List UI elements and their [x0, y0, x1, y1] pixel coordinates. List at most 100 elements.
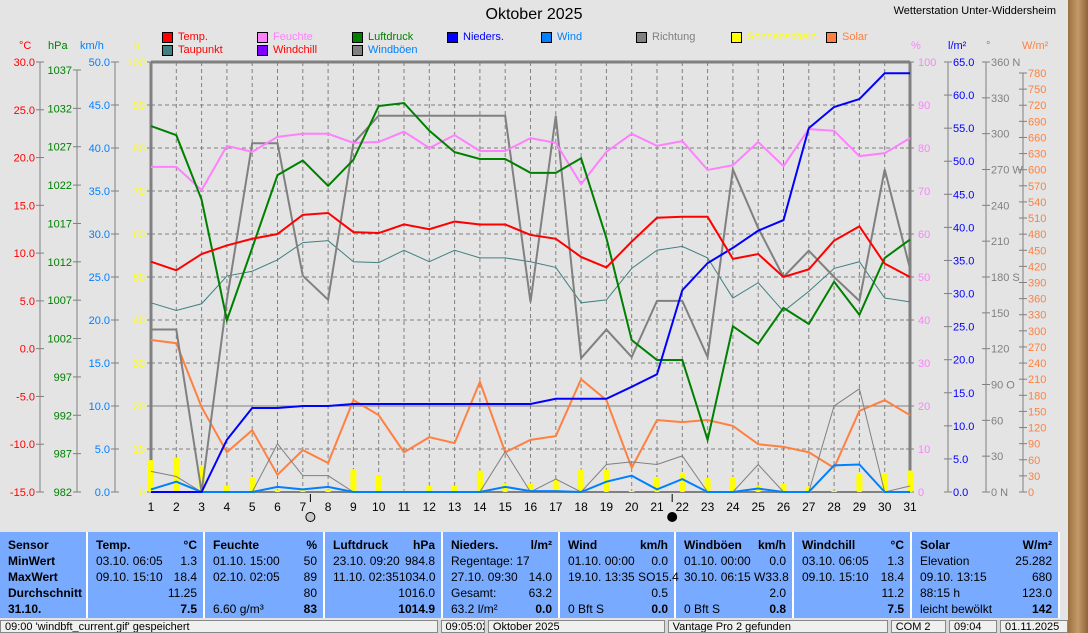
sunshine-bar: [729, 476, 736, 492]
x-tick-label: 14: [473, 500, 487, 514]
axis-tick-label-kmh: 5.0: [95, 444, 110, 456]
x-tick-label: 5: [249, 500, 256, 514]
x-tick-label: 9: [350, 500, 357, 514]
column-title: Windböen: [684, 538, 742, 552]
stats-row: MinWert: [8, 553, 80, 569]
x-tick-label: 27: [802, 500, 816, 514]
stats-row: 6.60 g/m³ 83: [213, 601, 317, 617]
axis-tick-label-deg: 300: [991, 129, 1009, 141]
sunshine-bar: [148, 460, 154, 492]
stats-value: 18.4: [173, 570, 197, 584]
x-tick-label: 10: [372, 500, 386, 514]
stats-value: 15.4: [655, 570, 679, 584]
stats-label: 6.60 g/m³: [213, 602, 264, 616]
axis-tick-label-pct: 40: [918, 315, 930, 327]
legend-label: Sonnenschein: [747, 31, 817, 43]
axis-tick-label-solar: 0: [1028, 487, 1034, 499]
stats-row: Regentage: 17: [451, 553, 552, 569]
stats-label: 03.10. 06:05: [96, 554, 163, 568]
axis-tick-label-pct: 50: [918, 272, 930, 284]
stats-row: 7.5: [802, 601, 904, 617]
legend-item: Sonnenschein: [731, 31, 817, 43]
stats-value: 123.0: [1021, 586, 1052, 600]
stats-row: 02.10. 02:05 89: [213, 569, 317, 585]
axis-tick-label-solar: 300: [1028, 326, 1046, 338]
sunshine-bar: [552, 479, 559, 492]
legend-swatch: [447, 31, 458, 43]
stats-row: 1016.0: [333, 585, 435, 601]
unit-kmh: km/h: [80, 40, 104, 52]
legend-item: Luftdruck: [352, 31, 413, 43]
stats-label: Elevation: [920, 554, 970, 568]
stats-row: 09.10. 15:10 18.4: [802, 569, 904, 585]
axis-tick-label-pct: 30: [918, 358, 930, 370]
sunshine-bar: [578, 469, 585, 492]
axis-tick-label-temp: -15.0: [10, 487, 35, 499]
stats-row: 11.2: [802, 585, 904, 601]
legend-label: Taupunkt: [178, 44, 223, 56]
stats-column: Solar W/m² Elevation 25.282 09.10. 13:15 680 8…: [912, 532, 1060, 618]
legend-label: Wind: [557, 31, 583, 43]
sunshine-bar: [350, 469, 357, 492]
stats-value: 1.3: [180, 554, 197, 568]
station-name: Wetterstation Unter-Widdersheim: [893, 5, 1056, 17]
stats-row: MaxWert: [8, 569, 80, 585]
legend-swatch: [257, 44, 268, 56]
axis-tick-label-pct: 100: [918, 57, 936, 69]
axis-tick-label-kmh: 10.0: [89, 401, 110, 413]
stats-label: 01.10. 00:00: [684, 554, 751, 568]
axis-tick-label-solar: 450: [1028, 245, 1046, 257]
stats-value: 0.0: [769, 554, 786, 568]
axis-tick-label-kmh: 50.0: [89, 57, 110, 69]
axis-tick-label-solar: 660: [1028, 132, 1046, 144]
stats-column: Windböen km/h 01.10. 00:00 0.0 30.10. 06:15 …: [676, 532, 794, 618]
legend-item: Temp.: [162, 31, 208, 43]
axis-tick-label-solar: 690: [1028, 116, 1046, 128]
axis-tick-label-solar: 600: [1028, 165, 1046, 177]
stats-label: 27.10. 09:30: [451, 570, 518, 584]
stats-value: 0.0: [651, 602, 668, 616]
stats-row: 31.10.: [8, 601, 80, 617]
axis-tick-label-kmh: 40.0: [89, 143, 110, 155]
stats-value: 25.282: [1015, 554, 1052, 568]
column-title: Luftdruck: [333, 538, 389, 552]
sunshine-bar: [299, 489, 306, 492]
sunshine-bar: [375, 475, 382, 492]
axis-tick-label-temp: -5.0: [16, 391, 35, 403]
axis-tick-label-solar: 480: [1028, 229, 1046, 241]
x-tick-label: 25: [752, 500, 766, 514]
column-title: Wind: [568, 538, 598, 552]
legend-swatch: [826, 31, 837, 43]
stats-value: 33.8: [765, 570, 789, 584]
legend-label: Windböen: [368, 44, 418, 56]
axis-tick-label-hpa: 982: [54, 487, 72, 499]
status-panel: Oktober 2025: [487, 620, 665, 633]
stats-row: 03.10. 06:05 1.3: [802, 553, 904, 569]
stats-label: 23.10. 09:20: [333, 554, 400, 568]
axis-tick-label-h: 80: [133, 143, 145, 155]
stats-label: 01.10. 00:00: [568, 554, 635, 568]
unit-temp: °C: [19, 40, 32, 52]
column-title: Sensor: [8, 538, 49, 552]
column-unit: km/h: [757, 538, 786, 552]
axis-tick-label-rain: 30.0: [953, 289, 974, 301]
axis-tick-label-kmh: 35.0: [89, 186, 110, 198]
axis-tick-label-rain: 40.0: [953, 222, 974, 234]
axis-tick-label-h: 40: [133, 315, 145, 327]
stats-value: 7.5: [180, 602, 197, 616]
legend-label: Richtung: [652, 31, 696, 43]
axis-tick-label-solar: 540: [1028, 197, 1046, 209]
sunshine-bar: [451, 485, 458, 492]
x-tick-label: 16: [524, 500, 538, 514]
axis-tick-label-solar: 90: [1028, 439, 1040, 451]
legend-item: Taupunkt: [162, 44, 223, 56]
axis-tick-label-solar: 240: [1028, 358, 1046, 370]
column-unit: °C: [890, 538, 904, 552]
stats-value: 89: [303, 570, 317, 584]
series-line-temp: [150, 211, 911, 279]
axis-tick-label-deg: 60: [991, 415, 1003, 427]
x-tick-label: 11: [398, 500, 411, 514]
column-unit: hPa: [412, 538, 435, 552]
stats-value: 142: [1031, 602, 1052, 616]
weather-chart: 1 2 3 4 5 6 7 8 9 10 11 12 13 14 15 16 17 18 19 20 21 22 23 24 2…: [10, 57, 1046, 522]
